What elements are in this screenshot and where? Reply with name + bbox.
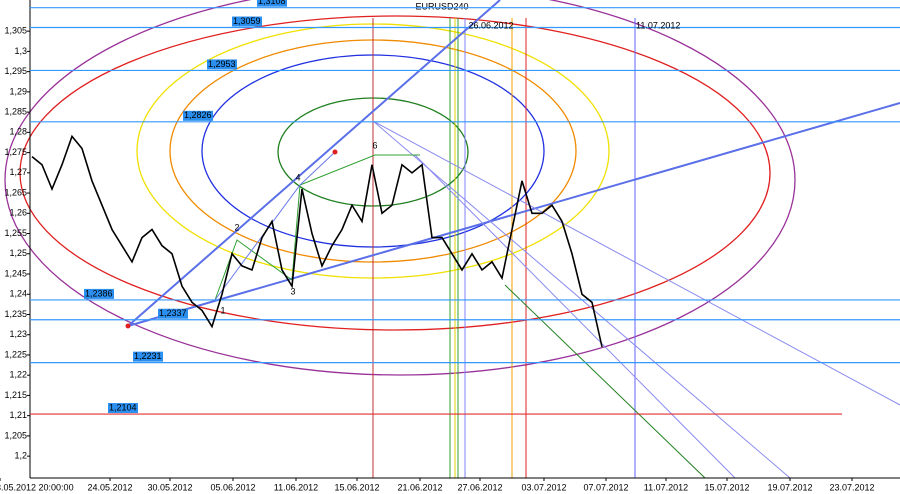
y-tick-label: 1,3 <box>14 46 27 56</box>
x-tick-label: 15.06.2012 <box>334 482 379 492</box>
y-tick-label: 1,21 <box>9 410 27 420</box>
level-label: 1,2231 <box>134 351 162 361</box>
y-tick-label: 1,235 <box>4 309 27 319</box>
y-tick-label: 1,285 <box>4 106 27 116</box>
x-tick-label: 27.06.2012 <box>457 482 502 492</box>
y-tick-label: 1,295 <box>4 66 27 76</box>
level-label: 1,2953 <box>208 59 236 69</box>
price-line <box>31 134 603 348</box>
level-label: 1,2337 <box>159 308 187 318</box>
level-label-bg <box>133 351 163 362</box>
wave-label: 1 <box>220 305 225 315</box>
anchor-dot <box>332 149 338 155</box>
y-tick-label: 1,255 <box>4 228 27 238</box>
level-label-bg <box>257 0 287 7</box>
x-tick-label: 11.06.2012 <box>274 482 318 492</box>
y-tick-label: 1,25 <box>9 248 27 258</box>
x-tick-label: 3.05.2012 20:00:00 <box>0 482 74 492</box>
ellipse <box>4 0 796 376</box>
level-label-bg <box>158 308 188 319</box>
level-label-bg <box>232 16 262 27</box>
level-label: 1,3108 <box>258 0 286 6</box>
x-tick-label: 21.06.2012 <box>397 482 442 492</box>
level-label: 1,2104 <box>109 402 137 412</box>
date-marker: 26.06.2012 <box>468 20 513 30</box>
y-tick-label: 1,23 <box>9 329 27 339</box>
y-tick-label: 1,265 <box>4 187 27 197</box>
x-tick-label: 05.06.2012 <box>210 482 255 492</box>
anchor-dot <box>125 323 131 329</box>
x-tick-label: 07.07.2012 <box>583 482 628 492</box>
y-tick-label: 1,24 <box>9 289 27 299</box>
y-tick-label: 1,275 <box>4 147 27 157</box>
wave-label: 2 <box>234 222 239 232</box>
trend-line <box>127 102 900 327</box>
wave-label: 6 <box>372 140 377 150</box>
x-tick-label: 23.07.2012 <box>829 482 874 492</box>
y-tick-label: 1,2 <box>14 451 27 461</box>
level-label-bg <box>108 403 138 414</box>
x-tick-label: 03.07.2012 <box>521 482 566 492</box>
wave-label: 4 <box>295 172 300 182</box>
trend-line <box>414 154 736 479</box>
zigzag <box>214 151 336 301</box>
date-marker: 11.07.2012 <box>636 20 680 30</box>
y-tick-label: 1,28 <box>9 127 27 137</box>
y-tick-label: 1,305 <box>4 26 27 36</box>
x-tick-label: 15.07.2012 <box>704 482 749 492</box>
trend-line <box>372 120 900 406</box>
wave-label: 3 <box>290 286 295 296</box>
x-tick-label: 19.07.2012 <box>767 482 812 492</box>
y-tick-label: 1,22 <box>9 370 27 380</box>
level-label: 1,3059 <box>233 16 261 26</box>
chart-title: EURUSD240 <box>415 1 468 11</box>
x-tick-label: 11.07.2012 <box>644 482 688 492</box>
y-tick-label: 1,205 <box>4 430 27 440</box>
trend-line <box>504 284 706 479</box>
y-tick-label: 1,26 <box>9 208 27 218</box>
drawings <box>4 0 900 479</box>
y-tick-label: 1,29 <box>9 86 27 96</box>
level-label-bg <box>183 110 213 121</box>
x-tick-label: 24.05.2012 <box>87 482 132 492</box>
level-label: 1,2826 <box>184 110 212 120</box>
y-tick-label: 1,225 <box>4 349 27 359</box>
ellipse <box>19 15 771 331</box>
x-tick-label: 30.05.2012 <box>147 482 192 492</box>
zigzag <box>214 154 420 301</box>
level-label-bg <box>84 288 114 299</box>
trend-line <box>127 0 501 327</box>
level-label-bg <box>207 59 237 70</box>
y-tick-label: 1,215 <box>4 390 27 400</box>
y-tick-label: 1,27 <box>9 167 27 177</box>
level-label: 1,2386 <box>85 288 113 298</box>
y-tick-label: 1,245 <box>4 268 27 278</box>
